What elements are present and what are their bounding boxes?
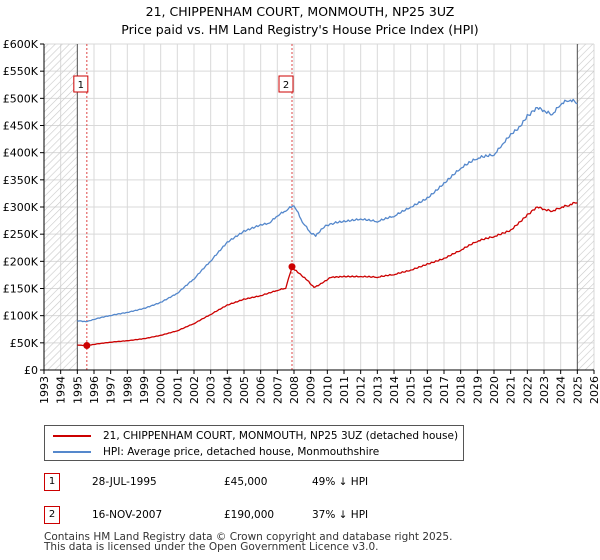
- legend-swatch-hpi: [53, 451, 91, 453]
- y-tick-label: £550K: [3, 65, 39, 78]
- x-tick-label: 1995: [71, 376, 84, 404]
- x-tick-label: 1996: [88, 376, 101, 404]
- footer-line-2: This data is licensed under the Open Gov…: [44, 541, 379, 553]
- x-tick-label: 2010: [321, 376, 334, 404]
- hatched-regions: [44, 44, 594, 370]
- x-tick-label: 2016: [421, 376, 434, 404]
- sale-badge: 2: [44, 506, 60, 524]
- legend: 21, CHIPPENHAM COURT, MONMOUTH, NP25 3UZ…: [44, 425, 464, 461]
- x-tick-label: 2021: [505, 376, 518, 404]
- legend-label-hpi: HPI: Average price, detached house, Monm…: [103, 446, 380, 458]
- legend-item-hpi: HPI: Average price, detached house, Monm…: [53, 444, 379, 460]
- series-line-0: [77, 201, 578, 347]
- annotation-box: [73, 75, 89, 93]
- x-tick-label: 2022: [521, 376, 534, 404]
- x-tick-label: 2020: [488, 376, 501, 404]
- sale-price: £45,000: [224, 476, 268, 488]
- sale-hpi-diff: 49% ↓ HPI: [312, 476, 369, 488]
- x-tick-label: 2013: [371, 376, 384, 404]
- sale-points: [83, 263, 296, 350]
- y-tick-label: £200K: [3, 255, 39, 268]
- x-tick-label: 1998: [121, 376, 134, 404]
- x-tick-label: 2024: [555, 376, 568, 404]
- x-tick-label: 2002: [188, 376, 201, 404]
- x-tick-label: 2015: [405, 376, 418, 404]
- annotation-box: [278, 75, 294, 93]
- x-tick-label: 2011: [338, 376, 351, 404]
- sale-row: 1 28-JUL-1995 £45,000 49% ↓ HPI: [44, 473, 564, 493]
- x-tick-label: 2025: [571, 376, 584, 404]
- x-tick-label: 2012: [355, 376, 368, 404]
- x-tick-label: 2007: [271, 376, 284, 404]
- sale-price: £190,000: [224, 509, 275, 521]
- annotation-label: 1: [78, 80, 84, 91]
- x-tick-label: 1994: [55, 376, 68, 404]
- hatched-region: [44, 44, 78, 370]
- x-tick-label: 1999: [138, 376, 151, 404]
- y-tick-label: £150K: [3, 283, 39, 296]
- y-tick-label: £600K: [3, 38, 39, 51]
- annotation-label: 2: [283, 80, 289, 91]
- grid-lines: [43, 43, 595, 371]
- x-tick-label: 2009: [305, 376, 318, 404]
- y-tick-label: £450K: [3, 120, 39, 133]
- series-line-1: [77, 98, 578, 323]
- sale-date: 16-NOV-2007: [92, 509, 163, 521]
- series-lines: [77, 98, 578, 347]
- x-tick-label: 2000: [155, 376, 168, 404]
- sale-point: [288, 263, 296, 271]
- x-tick-label: 2006: [255, 376, 268, 404]
- x-tick-label: 2014: [388, 376, 401, 404]
- x-tick-labels: 1993 1994 1995 1996 1997 1998 1999 2000 2001 2002…: [38, 370, 600, 404]
- y-tick-label: £250K: [3, 228, 39, 241]
- footer-line-1: Contains HM Land Registry data © Crown c…: [44, 531, 453, 543]
- y-tick-label: £350K: [3, 174, 39, 187]
- y-tick-label: £100K: [3, 310, 39, 323]
- y-tick-label: £300K: [3, 201, 39, 214]
- y-tick-label: £50K: [10, 337, 39, 350]
- hatched-region: [577, 44, 594, 370]
- legend-label-property: 21, CHIPPENHAM COURT, MONMOUTH, NP25 3UZ…: [103, 430, 459, 442]
- y-tick-label: £400K: [3, 147, 39, 160]
- sale-hpi-diff: 37% ↓ HPI: [312, 509, 369, 521]
- x-tick-label: 1993: [38, 376, 51, 404]
- sale-point: [83, 342, 91, 350]
- x-tick-label: 2026: [588, 376, 600, 404]
- x-tick-label: 2019: [471, 376, 484, 404]
- sale-badge: 1: [44, 473, 60, 491]
- sale-date: 28-JUL-1995: [92, 476, 157, 488]
- sale-row: 2 16-NOV-2007 £190,000 37% ↓ HPI: [44, 506, 564, 526]
- x-tick-label: 1997: [105, 376, 118, 404]
- legend-swatch-property: [53, 435, 91, 437]
- x-tick-label: 2005: [238, 376, 251, 404]
- y-tick-labels: £0 £50K £100K £150K £200K £250K £300K £350K £400…: [3, 38, 44, 377]
- title-line-1: 21, CHIPPENHAM COURT, MONMOUTH, NP25 3UZ: [145, 4, 455, 19]
- x-tick-label: 2003: [205, 376, 218, 404]
- y-tick-label: £0: [24, 364, 38, 377]
- legend-item-property: 21, CHIPPENHAM COURT, MONMOUTH, NP25 3UZ…: [53, 428, 458, 444]
- x-tick-label: 2023: [538, 376, 551, 404]
- title-line-2: Price paid vs. HM Land Registry's House …: [121, 22, 479, 37]
- y-tick-label: £500K: [3, 92, 39, 105]
- x-tick-label: 2001: [171, 376, 184, 404]
- x-tick-label: 2018: [455, 376, 468, 404]
- x-tick-label: 2017: [438, 376, 451, 404]
- x-tick-label: 2008: [288, 376, 301, 404]
- x-tick-label: 2004: [221, 376, 234, 404]
- footer: Contains HM Land Registry data © Crown c…: [44, 531, 584, 553]
- chart-title: 21, CHIPPENHAM COURT, MONMOUTH, NP25 3UZ…: [0, 3, 600, 39]
